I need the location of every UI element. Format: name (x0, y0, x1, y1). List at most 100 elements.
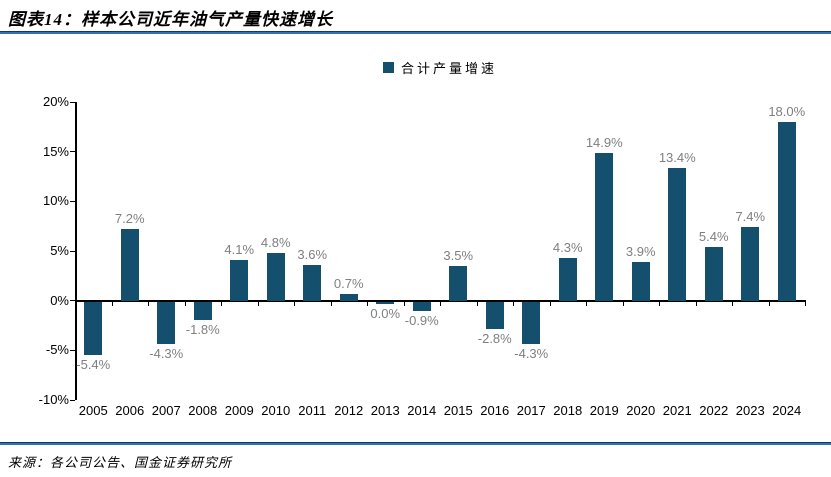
bar (193, 301, 212, 320)
bar (412, 301, 431, 311)
y-axis-tick (70, 349, 75, 352)
x-axis-tick (111, 299, 113, 306)
x-tick-label: 2012 (334, 403, 364, 418)
x-tick-label: 2006 (115, 403, 145, 418)
y-axis-line (75, 102, 77, 400)
x-axis-tick (586, 299, 588, 306)
bar (704, 247, 723, 301)
bar-value-label: -4.3% (149, 346, 184, 362)
bar (741, 227, 760, 301)
x-axis-tick (659, 299, 661, 306)
x-axis-tick (221, 299, 223, 306)
x-tick-label: 2022 (699, 403, 729, 418)
x-tick-label: 2024 (772, 403, 802, 418)
x-tick-label: 2023 (735, 403, 765, 418)
y-tick-label: -10% (38, 392, 69, 407)
bar (120, 229, 139, 301)
y-axis-tick (70, 200, 75, 203)
x-axis-tick (75, 299, 77, 306)
bar-value-label: 7.2% (114, 211, 145, 227)
bar (558, 257, 577, 301)
x-axis-tick (294, 299, 296, 306)
x-tick-label: 2007 (151, 403, 181, 418)
bar-value-label: 3.6% (297, 246, 328, 262)
x-tick-label: 2005 (78, 403, 108, 418)
bar-value-label: 3.9% (625, 243, 656, 259)
y-tick-label: -5% (45, 342, 69, 358)
y-tick-label: 20% (42, 94, 69, 109)
x-tick-label: 2013 (370, 403, 400, 418)
bar (303, 264, 322, 301)
x-axis-tick (732, 299, 734, 306)
bar (230, 259, 249, 301)
bar (339, 293, 358, 301)
x-axis-tick (476, 299, 478, 306)
bar (777, 121, 796, 301)
x-axis-tick (148, 299, 150, 306)
y-tick-label: 15% (42, 143, 69, 159)
x-axis-tick (513, 299, 515, 306)
bar-value-label: 3.5% (443, 247, 474, 263)
footer-divider-line (0, 442, 831, 445)
x-axis-tick (403, 299, 405, 306)
bar-value-label: -4.3% (514, 346, 549, 362)
chart-legend: 合计产量增速 (75, 58, 805, 77)
x-axis-tick (257, 299, 259, 306)
figure-title: 图表14：样本公司近年油气产量快速增长 (8, 10, 333, 29)
bar (485, 301, 504, 330)
x-axis-tick (622, 299, 624, 306)
x-axis-tick (695, 299, 697, 306)
bar-value-label: 0.7% (333, 275, 364, 291)
bar (376, 301, 395, 304)
bar-value-label: 18.0% (768, 103, 806, 119)
legend-marker-square (382, 62, 394, 73)
bar (449, 265, 468, 301)
y-tick-label: 10% (42, 193, 69, 209)
x-tick-label: 2016 (480, 403, 510, 418)
bar-value-label: -2.8% (477, 331, 512, 347)
bar (522, 301, 541, 345)
bar-value-label: 5.4% (698, 229, 729, 245)
x-tick-label: 2019 (589, 403, 619, 418)
x-axis-tick (768, 299, 770, 306)
bar-value-label: -5.4% (76, 357, 111, 373)
x-tick-label: 2020 (626, 403, 656, 418)
bar-value-label: -1.8% (185, 321, 220, 337)
source-note: 来源：各公司公告、国金证券研究所 (8, 455, 233, 470)
bar-value-label: -0.9% (404, 312, 439, 328)
bar-value-label: 4.3% (552, 239, 583, 255)
x-tick-label: 2017 (516, 403, 546, 418)
x-tick-label: 2021 (662, 403, 692, 418)
x-axis-tick (440, 299, 442, 306)
x-tick-label: 2015 (443, 403, 473, 418)
x-tick-label: 2009 (224, 403, 254, 418)
bar (266, 252, 285, 301)
bar (595, 152, 614, 301)
bar-value-label: 13.4% (658, 149, 696, 165)
bar-value-label: 4.8% (260, 234, 291, 250)
x-tick-label: 2018 (553, 403, 583, 418)
y-axis-tick (70, 151, 75, 153)
x-tick-label: 2011 (298, 403, 327, 418)
bar-value-label: 7.4% (735, 209, 766, 225)
x-axis-tick (330, 299, 332, 306)
bar-value-label: 0.0% (370, 305, 401, 321)
bar (668, 167, 687, 301)
x-axis-tick (805, 299, 807, 306)
x-tick-label: 2008 (188, 403, 218, 418)
bar-value-label: 4.1% (224, 241, 255, 257)
x-tick-label: 2010 (261, 403, 291, 418)
y-axis-tick (70, 399, 75, 401)
x-axis-tick (367, 299, 369, 306)
x-axis-tick (549, 299, 551, 306)
y-tick-label: 5% (50, 243, 69, 258)
y-axis-tick (70, 250, 75, 252)
y-tick-label: 0% (50, 292, 69, 308)
x-tick-label: 2014 (407, 403, 437, 418)
y-axis-tick (70, 101, 75, 103)
y-axis-tick (70, 300, 75, 302)
legend-series-label: 合计产量增速 (400, 61, 497, 76)
bar (157, 301, 176, 345)
